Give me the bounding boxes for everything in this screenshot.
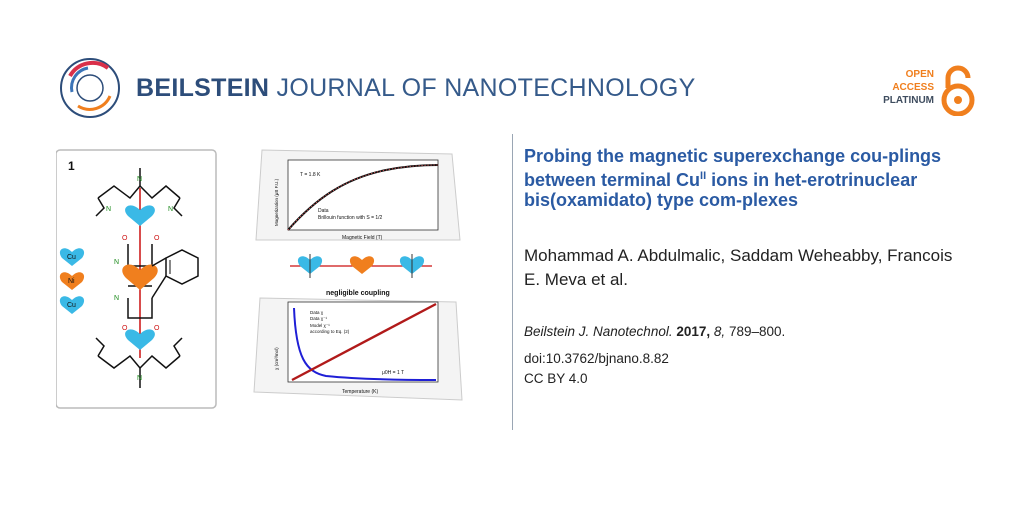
legend-fit: Brillouin function with S = 1/2 bbox=[318, 215, 383, 221]
x-axis-label: Magnetic Field (T) bbox=[342, 235, 383, 241]
license[interactable]: CC BY 4.0 bbox=[524, 371, 588, 386]
citation: Beilstein J. Nanotechnol. 2017, 8, 789–8… bbox=[524, 324, 786, 339]
atom-n: N bbox=[114, 259, 119, 266]
open-access-line-3: PLATINUM bbox=[883, 95, 934, 106]
ion-legend: Cu Ni Cu bbox=[59, 248, 85, 314]
cu-heart-icon bbox=[59, 296, 85, 314]
journal-header: BEILSTEIN JOURNAL OF NANOTECHNOLOGY OPEN… bbox=[58, 56, 978, 120]
doi[interactable]: doi:10.3762/bjnano.8.82 bbox=[524, 351, 669, 366]
y-axis-label: χ (cm³/mol) bbox=[274, 347, 279, 370]
coupling-label: negligible coupling bbox=[326, 290, 390, 297]
ion-label-cu: Cu bbox=[67, 254, 76, 261]
chi-curve bbox=[293, 307, 437, 381]
ni-heart-icon bbox=[59, 272, 85, 290]
atom-o: O bbox=[154, 235, 160, 242]
legend-model-eq: according to Eq. (2) bbox=[310, 329, 350, 334]
field-label: μ0H = 1 T bbox=[382, 370, 404, 376]
atom-o: O bbox=[122, 325, 128, 332]
atom-n: N bbox=[168, 206, 173, 213]
open-padlock-icon bbox=[941, 65, 975, 116]
article-authors: Mohammad A. Abdulmalic, Saddam Weheabby,… bbox=[524, 246, 953, 289]
vertical-divider bbox=[512, 134, 513, 430]
atom-n: N bbox=[106, 206, 111, 213]
cu-heart-icon bbox=[125, 205, 155, 226]
atom-o: O bbox=[154, 325, 160, 332]
journal-name: BEILSTEIN JOURNAL OF NANOTECHNOLOGY bbox=[136, 74, 696, 102]
legend-chi: Data χ bbox=[310, 310, 324, 315]
magnetization-data bbox=[287, 164, 439, 231]
legend-chi-inverse: Data χ⁻¹ bbox=[310, 316, 327, 321]
open-access-badge: OPEN ACCESS PLATINUM bbox=[858, 64, 978, 120]
ion-label-cu: Cu bbox=[67, 302, 76, 309]
chi-inverse-line bbox=[291, 302, 437, 382]
coupling-hearts bbox=[290, 254, 432, 278]
ni-heart-icon bbox=[122, 264, 158, 290]
susceptibility-plot: Data χ Data χ⁻¹ Model χ⁻¹ according to E… bbox=[253, 297, 463, 401]
compound-number: 1 bbox=[68, 159, 75, 173]
graphical-abstract: 1 N N N O O O O N N N Cu Ni Cu T = bbox=[56, 149, 463, 409]
ni-heart-icon bbox=[349, 256, 375, 274]
open-access-line-1: OPEN bbox=[905, 69, 934, 80]
legend-data: Data bbox=[318, 208, 329, 214]
beilstein-circle-logo-icon bbox=[60, 58, 120, 118]
atom-n: N bbox=[137, 375, 142, 382]
temperature-label: T = 1.8 K bbox=[300, 172, 321, 178]
atom-n: N bbox=[137, 176, 142, 183]
x-axis-label: Temperature (K) bbox=[342, 389, 378, 395]
ion-label-ni: Ni bbox=[68, 278, 75, 285]
article-title[interactable]: Probing the magnetic superexchange cou-p… bbox=[524, 146, 942, 210]
y-axis-label: Magnetization (μB F.U.) bbox=[274, 178, 279, 226]
cu-heart-icon bbox=[125, 329, 155, 350]
open-access-line-2: ACCESS bbox=[892, 82, 934, 93]
atom-o: O bbox=[122, 235, 128, 242]
cu-heart-icon bbox=[59, 248, 85, 266]
magnetization-plot: T = 1.8 K Data Brillouin function with S… bbox=[255, 149, 461, 241]
atom-n: N bbox=[114, 295, 119, 302]
legend-model: Model χ⁻¹ bbox=[310, 323, 330, 328]
